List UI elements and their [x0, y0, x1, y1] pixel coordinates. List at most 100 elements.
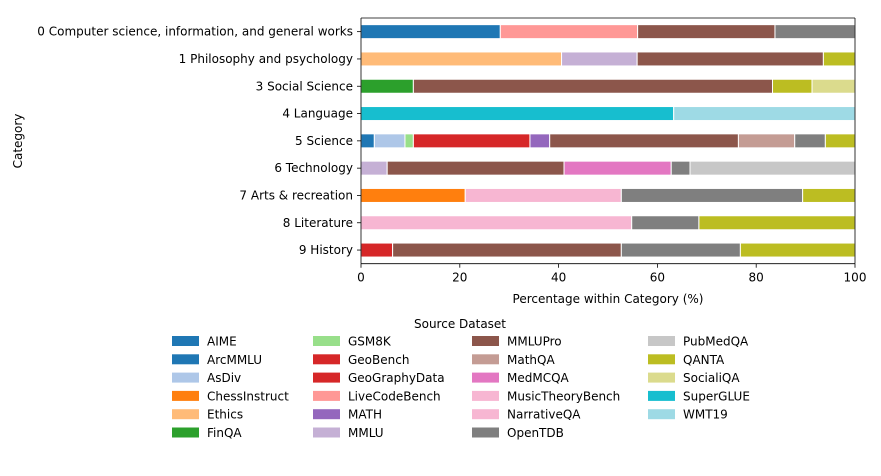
legend-swatch: [172, 336, 199, 346]
legend-swatch: [172, 354, 199, 365]
bar-segment-8-8: [360, 242, 394, 258]
y-axis-label: Category: [11, 114, 25, 169]
plot-area: [360, 17, 856, 265]
legend-entry: AsDiv: [207, 371, 241, 385]
bar-segment-7-16: [360, 215, 633, 231]
bar-segment-5-17: [670, 160, 691, 176]
legend-entry: ArcMMLU: [207, 353, 262, 367]
x-axis-label: Percentage within Category (%): [513, 292, 704, 306]
legend-swatch: [172, 372, 199, 383]
bar-segment-5-14: [563, 160, 672, 176]
legend-entry: MusicTheoryBench: [507, 389, 620, 403]
bar-segment-4-8: [412, 133, 531, 149]
legend-swatch: [648, 354, 675, 365]
legend-swatch: [313, 336, 340, 346]
legend-swatch: [648, 372, 675, 383]
bar-segment-3-22: [673, 106, 856, 122]
legend-swatch: [313, 354, 340, 365]
legend-entry: Ethics: [207, 408, 243, 422]
y-tick-label: 3 Social Science: [256, 79, 353, 93]
bar-segment-1-12: [636, 51, 824, 67]
x-tick-label: 80: [749, 271, 764, 285]
legend-entry: GeoGraphyData: [348, 371, 445, 385]
bar-segment-4-6: [404, 133, 414, 149]
bar-segment-4-19: [824, 133, 856, 149]
bar-segment-0-9: [499, 24, 639, 40]
legend-entry: LiveCodeBench: [348, 389, 441, 403]
legend-swatch: [172, 409, 199, 420]
legend-title: Source Dataset: [414, 317, 506, 331]
bar-segment-5-11: [360, 160, 388, 176]
legend-swatch: [313, 390, 340, 401]
y-tick-label: 4 Language: [282, 107, 353, 121]
y-tick-label: 1 Philosophy and psychology: [179, 52, 353, 66]
legend-entry: GSM8K: [348, 335, 392, 349]
legend-entry: QANTA: [683, 353, 725, 367]
legend-entry: NarrativeQA: [507, 408, 581, 422]
legend-entry: MMLU: [348, 426, 384, 440]
legend-swatch: [648, 336, 675, 346]
y-axis: 0 Computer science, information, and gen…: [37, 25, 361, 257]
y-tick-label: 0 Computer science, information, and gen…: [37, 25, 353, 39]
x-tick-label: 40: [551, 271, 566, 285]
x-tick-label: 0: [357, 271, 365, 285]
legend-swatch: [172, 390, 199, 401]
legend-entry: FinQA: [207, 426, 242, 440]
legend: Source Dataset AIME ArcMMLU AsDiv ChessInst…: [172, 317, 750, 440]
bar-segment-7-17: [631, 215, 700, 231]
bar-segment-2-20: [811, 78, 856, 94]
legend-entry: MMLUPro: [507, 335, 562, 349]
legend-entry: MathQA: [507, 353, 555, 367]
legend-swatch: [172, 427, 199, 438]
bar-segment-0-1: [360, 24, 501, 40]
bar-segment-6-3: [360, 187, 466, 203]
legend-swatch: [648, 390, 675, 401]
legend-swatch: [472, 390, 499, 401]
x-axis: 0 20 40 60 80 100: [357, 263, 867, 285]
bar-segment-4-12: [549, 133, 739, 149]
bar-segment-5-18: [689, 160, 856, 176]
bar-segment-8-12: [392, 242, 622, 258]
bar-segment-6-17: [620, 187, 804, 203]
bar-segment-0-17: [774, 24, 856, 40]
bar-segment-4-1: [360, 133, 375, 149]
legend-entry: WMT19: [683, 408, 728, 422]
legend-swatch: [472, 354, 499, 365]
legend-entry: ChessInstruct: [207, 389, 289, 403]
bar-segment-7-19: [698, 215, 856, 231]
legend-entry: AIME: [207, 335, 237, 349]
legend-entry: MedMCQA: [507, 371, 570, 385]
bar-segment-4-17: [794, 133, 826, 149]
bar-segment-8-17: [620, 242, 741, 258]
legend-swatch: [313, 427, 340, 438]
bar-segment-2-19: [772, 78, 813, 94]
legend-swatch: [313, 409, 340, 420]
legend-entry: MATH: [348, 408, 382, 422]
bar-segment-5-12: [386, 160, 565, 176]
bar-segment-6-16: [464, 187, 622, 203]
y-tick-label: 5 Science: [295, 134, 353, 148]
legend-swatch: [472, 372, 499, 383]
bar-segment-3-21: [360, 106, 675, 122]
y-tick-label: 9 History: [299, 243, 353, 257]
bar-segment-1-11: [561, 51, 638, 67]
legend-swatch: [648, 409, 675, 420]
bar-segment-4-10: [529, 133, 551, 149]
bar-segment-4-13: [737, 133, 796, 149]
legend-swatch: [472, 409, 499, 420]
legend-swatch: [313, 372, 340, 383]
bar-segment-8-19: [739, 242, 856, 258]
x-tick-label: 20: [452, 271, 467, 285]
legend-entry: OpenTDB: [507, 426, 564, 440]
legend-entry: SuperGLUE: [683, 389, 750, 403]
x-tick-label: 100: [844, 271, 867, 285]
x-tick-label: 60: [650, 271, 665, 285]
bar-segment-2-5: [360, 78, 414, 94]
legend-entry: PubMedQA: [683, 335, 749, 349]
y-tick-label: 7 Arts & recreation: [239, 188, 353, 202]
legend-entry: SocialiQA: [683, 371, 740, 385]
bar-segment-4-2: [373, 133, 406, 149]
legend-swatch: [472, 427, 499, 438]
y-tick-label: 8 Literature: [283, 216, 353, 230]
